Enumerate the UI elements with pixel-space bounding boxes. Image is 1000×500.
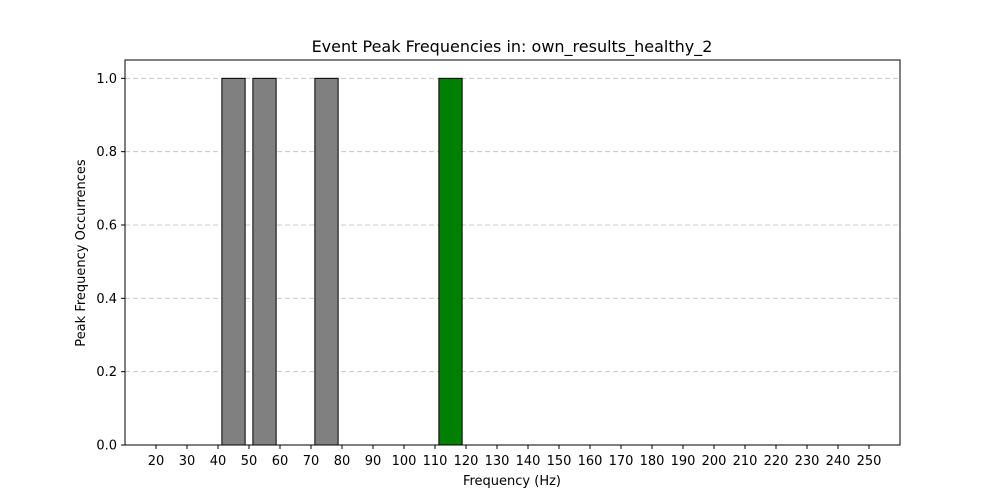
x-tick-label: 220 <box>764 454 789 469</box>
y-tick-label: 0.4 <box>96 292 117 307</box>
x-tick-label: 110 <box>423 454 448 469</box>
x-tick-label: 30 <box>179 454 196 469</box>
x-tick-label: 90 <box>365 454 382 469</box>
x-tick-label: 100 <box>392 454 417 469</box>
x-tick-label: 50 <box>241 454 258 469</box>
x-tick-label: 160 <box>578 454 603 469</box>
x-tick-label: 250 <box>857 454 882 469</box>
x-tick-label: 190 <box>671 454 696 469</box>
x-tick-label: 240 <box>826 454 851 469</box>
y-tick-label: 0.2 <box>96 365 117 380</box>
x-axis-title: Frequency (Hz) <box>463 474 561 489</box>
x-tick-label: 120 <box>454 454 479 469</box>
bar <box>221 77 246 446</box>
y-tick-label: 1.0 <box>96 72 117 87</box>
x-tick-label: 150 <box>547 454 572 469</box>
chart-title: Event Peak Frequencies in: own_results_h… <box>312 37 713 57</box>
x-tick-label: 180 <box>640 454 665 469</box>
bars-layer <box>221 77 463 446</box>
x-tick-label: 40 <box>210 454 227 469</box>
x-tick-label: 210 <box>733 454 758 469</box>
axes-layer: 20 30 40 50 60 70 80 90 100 110 120 130 140 150 160 170… <box>96 59 901 469</box>
bar <box>314 77 339 446</box>
y-axis-title: Peak Frequency Occurrences <box>74 159 89 347</box>
x-tick-label: 70 <box>303 454 320 469</box>
x-tick-label: 170 <box>609 454 634 469</box>
x-tick-label: 20 <box>148 454 165 469</box>
x-tick-label: 230 <box>795 454 820 469</box>
x-tick-label: 130 <box>485 454 510 469</box>
y-tick-label: 0.8 <box>96 145 117 160</box>
x-tick-label: 200 <box>702 454 727 469</box>
y-tick-label: 0.0 <box>96 439 117 454</box>
x-tick-label: 80 <box>334 454 351 469</box>
x-tick-label: 60 <box>272 454 289 469</box>
y-tick-label: 0.6 <box>96 219 117 234</box>
bar <box>438 77 463 446</box>
plot-frame <box>124 59 901 446</box>
bar <box>252 77 277 446</box>
x-tick-label: 140 <box>516 454 541 469</box>
